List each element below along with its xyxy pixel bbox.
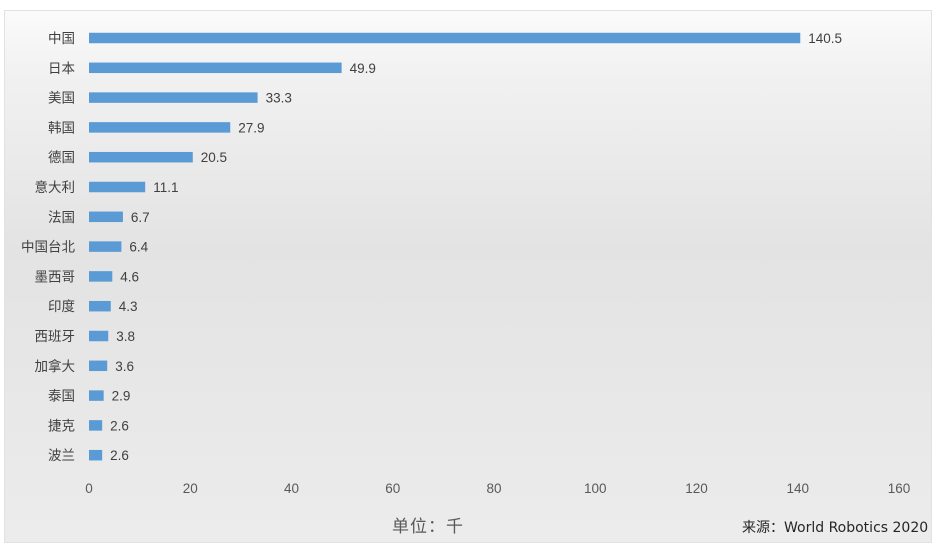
value-label: 49.9 <box>350 61 376 76</box>
x-tick-label: 60 <box>385 481 400 496</box>
x-tick-label: 100 <box>584 481 607 496</box>
category-label: 墨西哥 <box>35 269 76 285</box>
category-label: 中国台北 <box>21 240 75 256</box>
value-label: 20.5 <box>201 150 227 165</box>
category-label: 泰国 <box>48 389 75 405</box>
bar-4 <box>89 151 193 163</box>
category-label: 美国 <box>48 91 75 107</box>
value-label: 3.6 <box>115 359 134 374</box>
x-tick-label: 140 <box>786 481 809 496</box>
category-label: 韩国 <box>48 120 75 136</box>
value-label: 3.8 <box>116 329 135 344</box>
bar-2 <box>89 92 258 103</box>
value-label: 6.4 <box>129 240 148 255</box>
x-axis-ticks-group: 0 20 40 60 80 100 120 140 160 <box>85 481 910 496</box>
bar-5 <box>89 181 146 193</box>
unit-label: 单位：千 <box>392 517 464 537</box>
value-label: 2.6 <box>110 448 129 463</box>
x-tick-label: 0 <box>85 481 93 496</box>
value-label: 33.3 <box>266 91 292 106</box>
source-label: 来源：World Robotics 2020 <box>742 520 929 536</box>
value-label: 6.7 <box>131 210 150 225</box>
category-label: 西班牙 <box>35 329 76 345</box>
value-label: 2.9 <box>112 389 131 404</box>
value-label: 4.6 <box>120 269 139 284</box>
value-label: 2.6 <box>110 418 129 433</box>
x-tick-label: 20 <box>183 481 198 496</box>
bar-11 <box>89 360 108 372</box>
bar-9 <box>89 300 111 312</box>
bar-3 <box>89 122 231 133</box>
bars-group <box>89 32 801 461</box>
bar-14 <box>89 449 103 461</box>
bar-8 <box>89 271 113 282</box>
x-tick-label: 40 <box>284 481 299 496</box>
x-tick-label: 80 <box>486 481 501 496</box>
bar-0 <box>89 32 801 44</box>
bar-7 <box>89 241 122 252</box>
x-tick-label: 120 <box>685 481 708 496</box>
category-label: 捷克 <box>48 418 75 434</box>
bar-10 <box>89 330 109 342</box>
value-label: 140.5 <box>808 31 842 46</box>
bar-13 <box>89 420 103 431</box>
category-label: 印度 <box>48 299 75 315</box>
bar-1 <box>89 62 342 74</box>
category-label: 中国 <box>48 31 75 47</box>
category-label: 加拿大 <box>35 358 76 375</box>
value-label: 11.1 <box>153 180 178 195</box>
bar-6 <box>89 211 123 223</box>
bar-12 <box>89 390 104 401</box>
x-tick-label: 160 <box>888 481 911 496</box>
category-label: 日本 <box>48 61 75 77</box>
category-label: 意大利 <box>35 179 76 196</box>
category-label: 波兰 <box>48 448 75 464</box>
value-label: 27.9 <box>238 120 264 135</box>
category-label: 德国 <box>48 150 75 166</box>
value-label: 4.3 <box>119 299 138 314</box>
value-labels-group: 140.5 49.9 33.327.9 20.5 11.16.7 6.4 4.6 4.3 3.8… <box>110 31 842 463</box>
category-label: 法国 <box>48 210 75 226</box>
